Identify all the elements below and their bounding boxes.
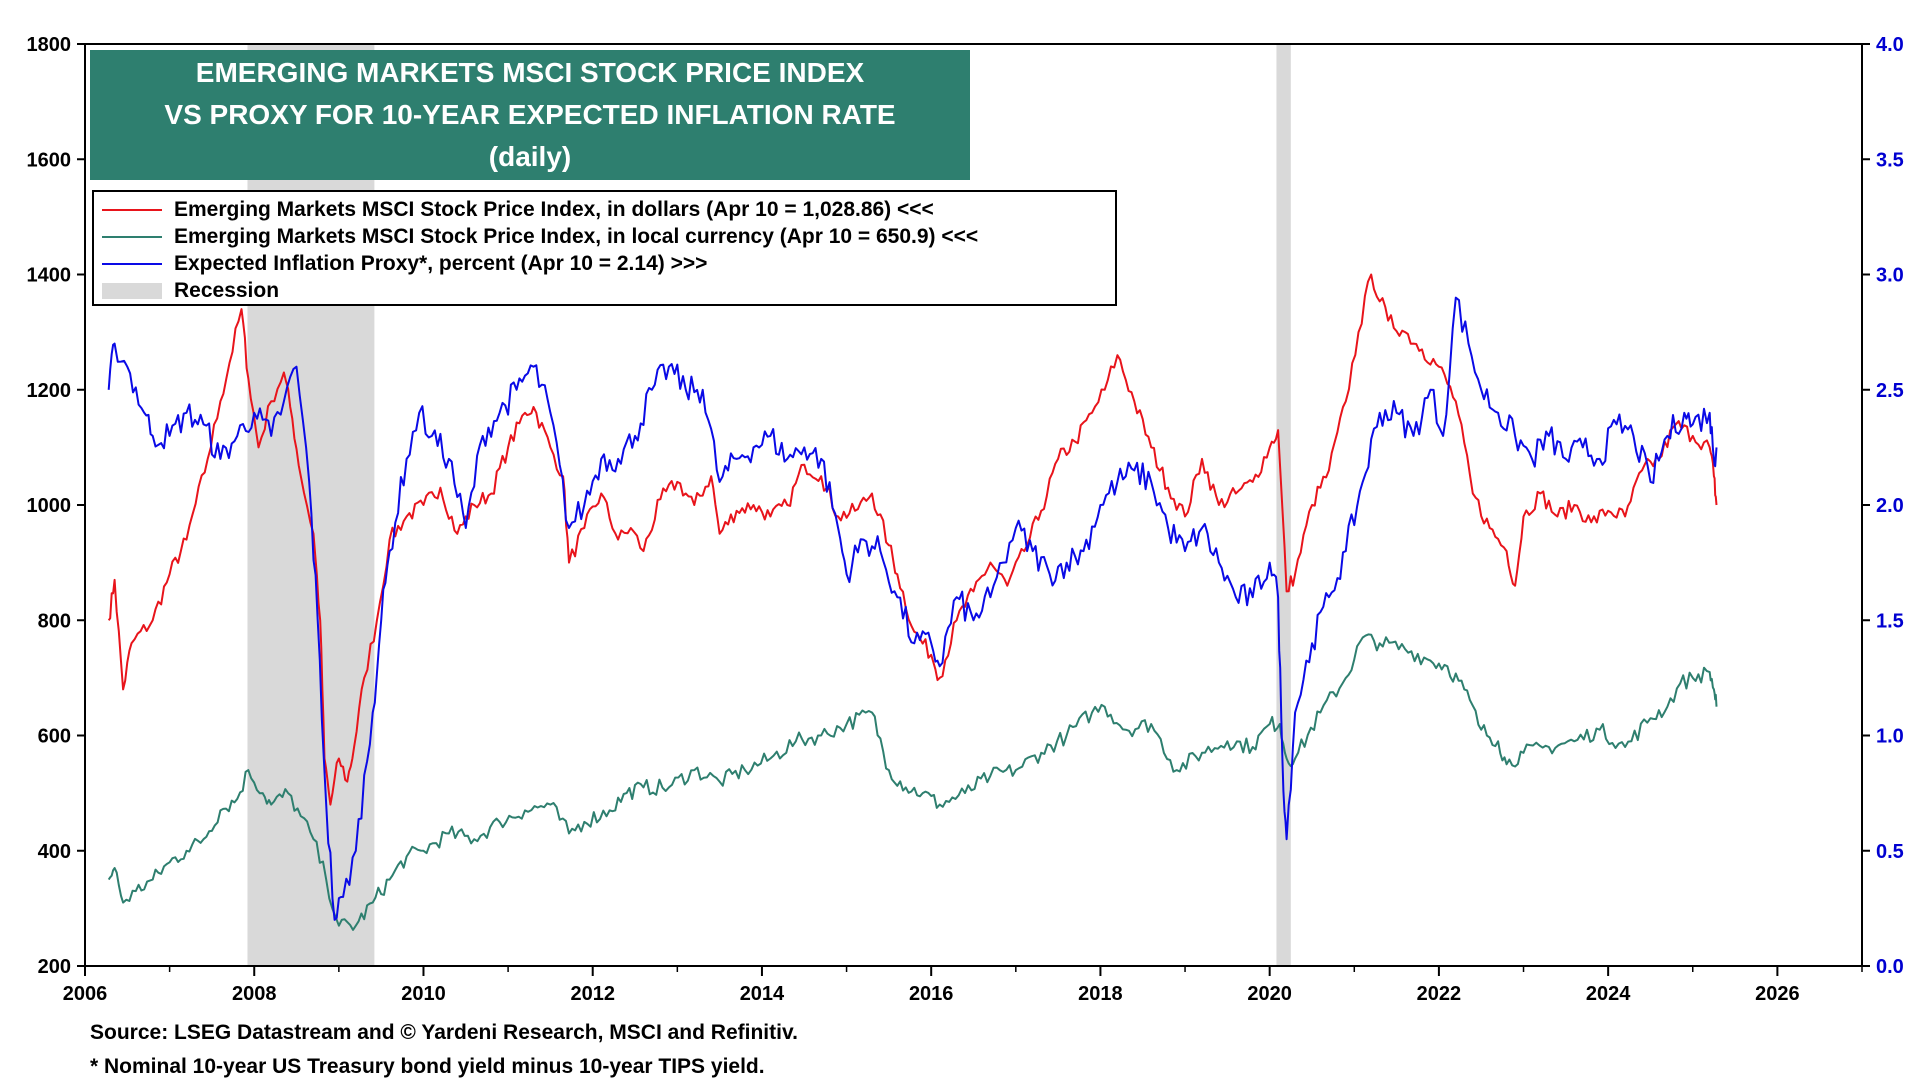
x-tick-label-4: 2014: [740, 983, 785, 1005]
legend-item-local: Emerging Markets MSCI Stock Price Index,…: [102, 223, 1115, 250]
y-right-tick-label-3: 1.5: [1876, 610, 1904, 632]
y-left-tick-label-5: 1200: [27, 380, 72, 402]
y-left-tick-label-4: 1000: [27, 495, 72, 517]
series-line-inflation: [107, 296, 1718, 921]
legend-item-recession: Recession: [102, 277, 1115, 304]
x-tick-label-0: 2006: [63, 983, 108, 1005]
legend-label-local: Emerging Markets MSCI Stock Price Index,…: [174, 224, 979, 248]
tick-layer: 200 400 600 800 1000 1200 1400 1600 1800 0.0 0.5 1.…: [27, 34, 1904, 1005]
y-right-tick-label-0: 0.0: [1876, 956, 1904, 978]
legend-item-inflation: Expected Inflation Proxy*, percent (Apr …: [102, 250, 1115, 277]
series-line-usd: [107, 273, 1718, 806]
chart-title-line-1: EMERGING MARKETS MSCI STOCK PRICE INDEX: [195, 57, 865, 88]
recession-layer: [247, 44, 1291, 966]
legend-label-inflation: Expected Inflation Proxy*, percent (Apr …: [174, 251, 708, 275]
x-tick-label-7: 2020: [1247, 983, 1292, 1005]
x-tick-label-1: 2008: [232, 983, 277, 1005]
y-right-tick-label-8: 4.0: [1876, 34, 1904, 56]
recession-band-1: [1276, 44, 1291, 966]
chart-title-line-3: (daily): [488, 141, 572, 172]
chart-title-box: EMERGING MARKETS MSCI STOCK PRICE INDEX …: [90, 50, 970, 180]
x-tick-label-10: 2026: [1755, 983, 1800, 1005]
source-note: Source: LSEG Datastream and © Yardeni Re…: [90, 1021, 798, 1044]
x-tick-label-3: 2012: [570, 983, 615, 1005]
legend-swatch-local: [102, 235, 162, 238]
legend-label-recession: Recession: [174, 278, 280, 302]
y-right-tick-label-7: 3.5: [1876, 149, 1904, 171]
x-tick-label-2: 2010: [401, 983, 446, 1005]
series-layer: [107, 273, 1718, 931]
footnotes: Source: LSEG Datastream and © Yardeni Re…: [90, 1016, 798, 1084]
y-left-tick-label-7: 1600: [27, 149, 72, 171]
y-right-tick-label-1: 0.5: [1876, 841, 1904, 863]
y-right-tick-label-6: 3.0: [1876, 265, 1904, 287]
y-left-tick-label-0: 200: [38, 956, 71, 978]
legend-swatch-inflation: [102, 262, 162, 265]
y-left-tick-label-3: 800: [38, 610, 71, 632]
y-left-tick-label-2: 600: [38, 726, 71, 748]
legend: Emerging Markets MSCI Stock Price Index,…: [92, 190, 1117, 306]
x-tick-label-6: 2018: [1078, 983, 1123, 1005]
y-left-tick-label-8: 1800: [27, 34, 72, 56]
chart-title-line-2: VS PROXY FOR 10-YEAR EXPECTED INFLATION …: [164, 99, 896, 130]
x-tick-label-9: 2024: [1586, 983, 1631, 1005]
x-tick-label-5: 2016: [909, 983, 954, 1005]
legend-swatch-usd: [102, 208, 162, 211]
series-line-local: [107, 633, 1718, 931]
legend-item-usd: Emerging Markets MSCI Stock Price Index,…: [102, 196, 1115, 223]
y-left-tick-label-6: 1400: [27, 265, 72, 287]
y-right-tick-label-4: 2.0: [1876, 495, 1904, 517]
legend-swatch-recession: [102, 282, 162, 299]
y-right-tick-label-5: 2.5: [1876, 380, 1904, 402]
x-tick-label-8: 2022: [1417, 983, 1462, 1005]
legend-label-usd: Emerging Markets MSCI Stock Price Index,…: [174, 197, 934, 221]
y-right-tick-label-2: 1.0: [1876, 726, 1904, 748]
footnote: * Nominal 10-year US Treasury bond yield…: [90, 1055, 765, 1078]
y-left-tick-label-1: 400: [38, 841, 71, 863]
